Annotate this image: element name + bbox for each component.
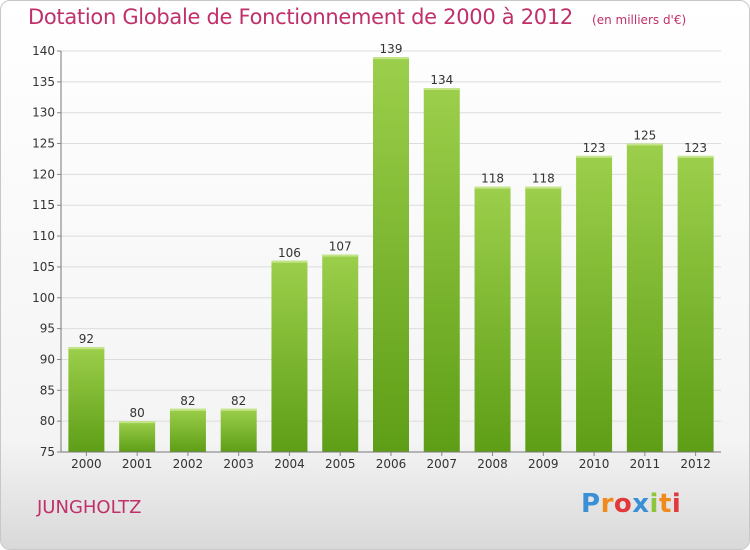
chart-title: Dotation Globale de Fonctionnement de 20… <box>28 5 573 29</box>
commune-name: JUNGHOLTZ <box>37 497 142 518</box>
y-tick-label: 125 <box>32 137 55 151</box>
x-tick-label: 2008 <box>477 457 508 471</box>
bar-highlight <box>220 408 257 411</box>
data-label: 92 <box>79 332 94 346</box>
logo-letter: t <box>658 489 672 519</box>
logo-letter: i <box>649 489 659 519</box>
y-tick-label: 110 <box>32 229 55 243</box>
y-tick-label: 100 <box>32 291 55 305</box>
bar-highlight <box>373 57 409 60</box>
y-tick-label: 75 <box>40 445 55 459</box>
bar <box>525 186 562 452</box>
data-label: 118 <box>481 172 504 186</box>
bar-highlight <box>677 155 714 158</box>
x-tick-label: 2007 <box>426 457 457 471</box>
x-tick-label: 2011 <box>630 457 661 471</box>
bar <box>576 155 613 452</box>
y-tick-label: 140 <box>32 44 55 58</box>
data-label: 123 <box>684 141 707 155</box>
y-tick-label: 90 <box>40 352 55 366</box>
logo-letter: o <box>613 489 633 519</box>
bar <box>474 186 511 452</box>
y-tick-label: 105 <box>32 260 55 274</box>
bar-highlight <box>423 88 460 91</box>
data-label: 82 <box>180 394 195 408</box>
bar-highlight <box>271 260 308 263</box>
y-tick-label: 85 <box>40 383 55 397</box>
bar <box>271 260 308 452</box>
x-tick-label: 2004 <box>274 457 305 471</box>
bar-highlight <box>525 186 562 189</box>
bar-highlight <box>626 143 663 146</box>
logo-letter: P <box>581 489 601 519</box>
x-tick-label: 2012 <box>680 457 711 471</box>
chart-subtitle: (en milliers d'€) <box>592 13 687 27</box>
bar <box>220 408 257 452</box>
data-label: 118 <box>532 172 555 186</box>
bar <box>169 408 206 452</box>
bar <box>423 88 460 452</box>
x-tick-label: 2003 <box>223 457 254 471</box>
data-label: 107 <box>329 240 352 254</box>
bar <box>373 57 409 453</box>
bar-highlight <box>169 408 206 411</box>
bar <box>119 421 156 452</box>
x-tick-label: 2002 <box>173 457 204 471</box>
bar <box>677 155 714 452</box>
bar <box>626 143 663 453</box>
data-label: 139 <box>380 42 403 56</box>
x-tick-label: 2001 <box>122 457 153 471</box>
y-tick-label: 80 <box>40 414 55 428</box>
logo-letter: i <box>671 489 682 519</box>
data-label: 80 <box>130 406 145 420</box>
data-label: 82 <box>231 394 246 408</box>
x-tick-label: 2010 <box>579 457 610 471</box>
bar-highlight <box>322 254 359 257</box>
data-label: 106 <box>278 246 301 260</box>
logo-letter: x <box>632 489 650 519</box>
y-tick-label: 115 <box>32 198 55 212</box>
title-row: Dotation Globale de Fonctionnement de 20… <box>28 5 686 29</box>
bar-layer: 92 80 82 82 106 107 139 134 118 118 123 125 123 <box>68 42 714 453</box>
y-tick-label: 135 <box>32 75 55 89</box>
proxiti-logo: Proxiti <box>581 489 681 519</box>
y-tick-label: 95 <box>40 322 55 336</box>
bar-highlight <box>576 155 613 158</box>
bar-highlight <box>119 421 156 424</box>
x-tick-label: 2009 <box>528 457 559 471</box>
x-tick-label: 2005 <box>325 457 356 471</box>
data-label: 134 <box>430 73 453 87</box>
data-label: 123 <box>583 141 606 155</box>
x-tick-label: 2000 <box>71 457 102 471</box>
bar-highlight <box>474 186 511 189</box>
bar-highlight <box>68 347 105 350</box>
x-tick-label: 2006 <box>376 457 407 471</box>
bar <box>68 347 105 452</box>
bar <box>322 254 359 452</box>
y-tick-label: 130 <box>32 106 55 120</box>
axis-layer: 75 80 85 90 95 100 105 110 115 120 125 130 135 140 200… <box>32 44 721 471</box>
y-tick-label: 120 <box>32 167 55 181</box>
data-label: 125 <box>633 129 656 143</box>
logo-letter: r <box>600 489 614 519</box>
